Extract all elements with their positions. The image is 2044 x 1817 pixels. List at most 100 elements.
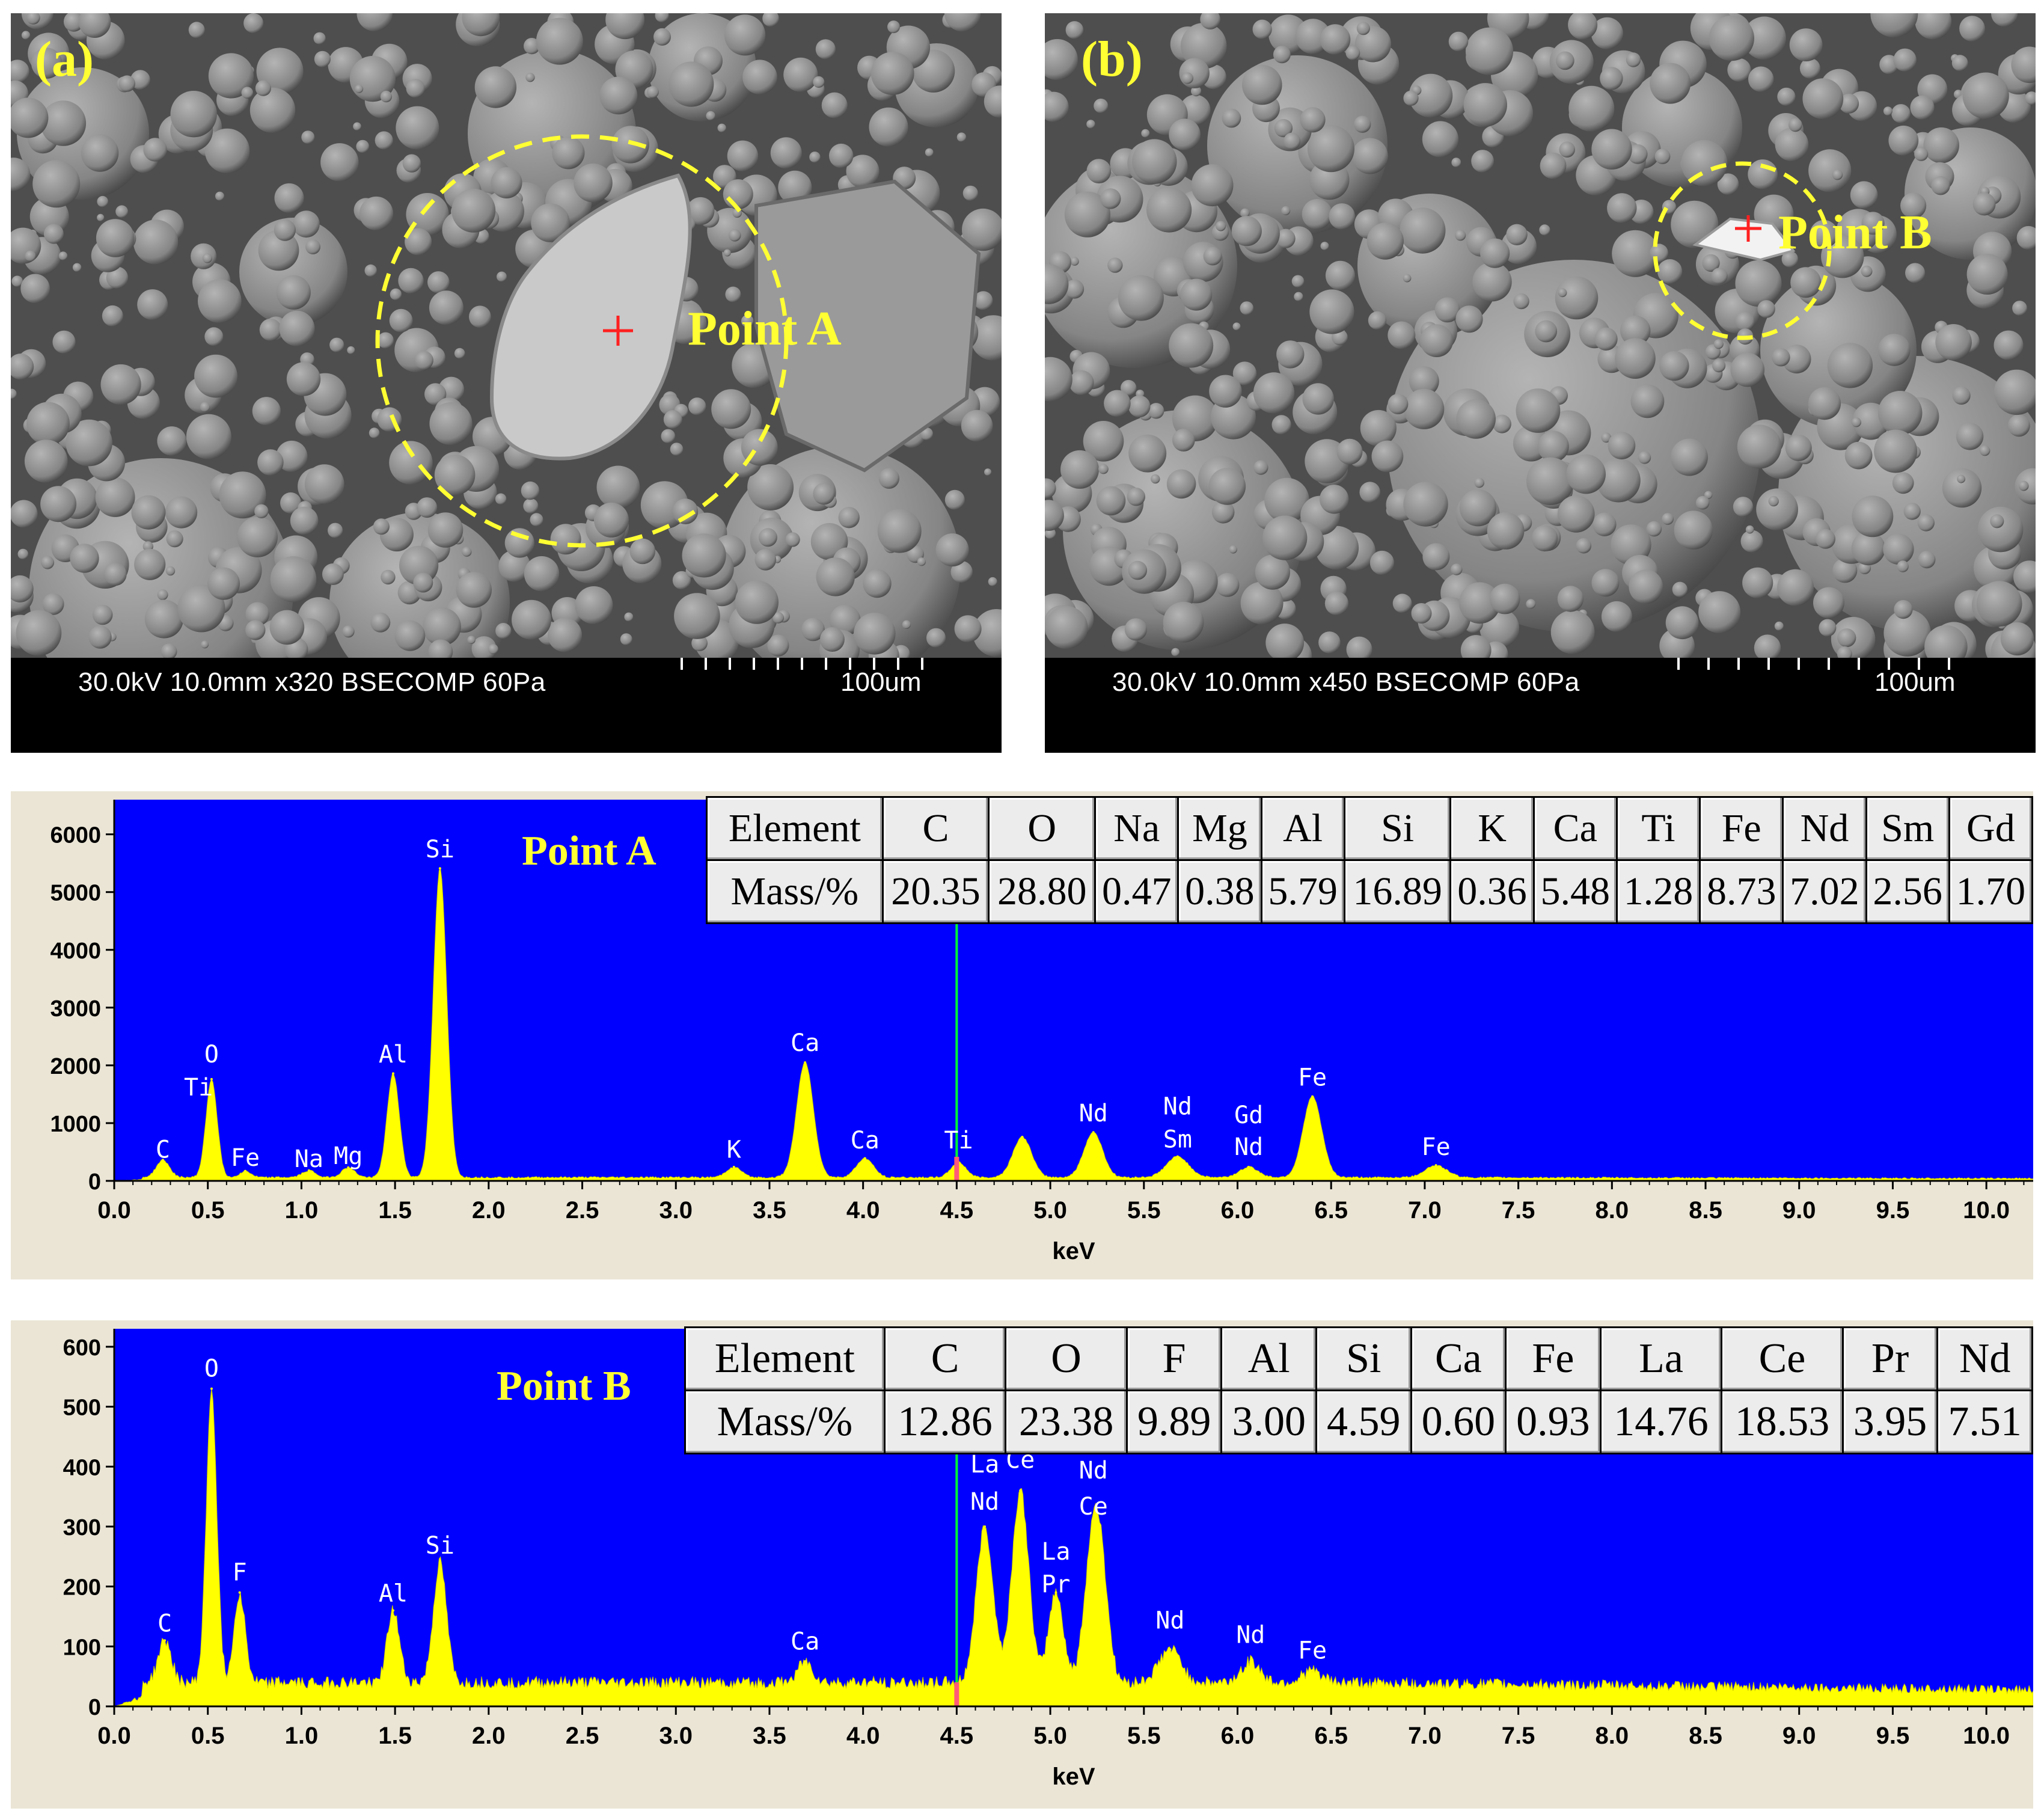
particle — [115, 205, 129, 218]
particle — [1169, 118, 1201, 150]
particle — [711, 389, 751, 429]
x-tick-label: 3.0 — [659, 1723, 693, 1749]
particle — [249, 87, 296, 133]
mass-table-b-element: Pr — [1841, 1326, 1939, 1391]
particle — [1531, 525, 1558, 552]
x-tick-label: 4.5 — [940, 1723, 974, 1749]
particle — [846, 155, 880, 188]
cursor-marker-foot — [954, 1157, 959, 1181]
particle — [188, 22, 205, 38]
x-tick-label: 6.0 — [1221, 1197, 1255, 1224]
peak-label: Si — [426, 836, 454, 863]
particle — [389, 441, 433, 485]
particle — [1745, 525, 1754, 534]
particle — [1489, 583, 1520, 614]
mass-table-b-row-label: Mass/% — [684, 1390, 886, 1454]
particle — [984, 85, 1002, 118]
particle — [1630, 384, 1665, 418]
particle — [1600, 67, 1623, 90]
spectrum-peak — [1247, 1165, 1250, 1168]
cursor-marker-foot — [954, 1682, 959, 1706]
particle — [1291, 275, 1305, 288]
particle — [100, 364, 141, 405]
mass-table-a-value: 0.36 — [1449, 859, 1535, 924]
particle — [42, 593, 64, 615]
particle — [723, 249, 731, 257]
x-tick-label: 3.5 — [753, 1197, 786, 1224]
particle — [1271, 415, 1291, 435]
particle — [829, 604, 861, 636]
particle — [1883, 609, 1931, 657]
particle — [204, 128, 250, 174]
particle — [1474, 477, 1484, 488]
particle — [1411, 603, 1432, 624]
particle — [672, 498, 699, 524]
particle — [1785, 434, 1812, 461]
particle — [1388, 394, 1409, 414]
particle — [1403, 90, 1419, 106]
x-tick-label: 9.0 — [1782, 1723, 1816, 1749]
particle — [1923, 127, 1959, 164]
particle — [1782, 345, 1811, 374]
sem-scale-a: 100um — [840, 667, 922, 697]
particle — [754, 548, 777, 571]
spectrum-peak — [238, 1591, 241, 1594]
particle — [1506, 224, 1528, 245]
particle — [1100, 188, 1121, 209]
particle — [926, 628, 946, 648]
particle — [66, 419, 112, 467]
peak-label: Nd — [1234, 1133, 1263, 1161]
y-tick-label: 2000 — [50, 1054, 101, 1079]
particle — [390, 288, 402, 301]
spectrum-peak — [1434, 1164, 1437, 1167]
particle — [21, 31, 31, 40]
particle — [575, 586, 613, 624]
y-tick-label: 300 — [63, 1515, 101, 1540]
particle — [869, 107, 908, 147]
particle — [1487, 512, 1525, 550]
particle — [380, 90, 393, 103]
particle — [396, 106, 439, 150]
x-tick-label: 10.0 — [1963, 1723, 2010, 1749]
spectrum-peak — [863, 1157, 866, 1160]
particle — [1107, 257, 1123, 273]
x-tick-label: 0.0 — [97, 1723, 131, 1749]
spectrum-peak — [1169, 1648, 1172, 1651]
particle — [956, 132, 967, 142]
particle — [102, 305, 123, 326]
particle — [1388, 321, 1416, 349]
particle — [1200, 13, 1220, 29]
spectrum-peak — [438, 867, 441, 870]
particle — [1459, 489, 1497, 527]
particle — [611, 126, 649, 164]
particle — [144, 599, 183, 639]
mass-table-b-element: La — [1599, 1326, 1723, 1391]
particle — [1104, 390, 1131, 417]
spectrum-peak — [392, 1609, 395, 1612]
sem-info-text-b: 30.0kV 10.0mm x450 BSECOMP 60Pa — [1112, 667, 1580, 697]
particle — [11, 354, 34, 380]
particle — [417, 497, 438, 518]
particle — [1839, 93, 1859, 114]
particle — [521, 481, 540, 500]
particle — [320, 143, 359, 182]
particle — [962, 208, 1002, 251]
particle — [1086, 120, 1095, 129]
particle — [1654, 149, 1671, 164]
particle — [1273, 46, 1291, 64]
particle — [394, 620, 426, 651]
particle — [52, 330, 76, 354]
particle — [161, 643, 177, 658]
particle — [1852, 495, 1894, 538]
particle — [106, 266, 129, 289]
particle — [747, 464, 794, 510]
spectrum-peak — [210, 1387, 213, 1390]
particle — [353, 122, 361, 130]
particle — [1294, 292, 1303, 301]
particle — [40, 100, 87, 146]
particle — [1070, 257, 1079, 266]
particle — [413, 572, 433, 593]
particle — [1222, 108, 1241, 128]
particle — [1063, 410, 1303, 651]
particle — [369, 427, 380, 438]
